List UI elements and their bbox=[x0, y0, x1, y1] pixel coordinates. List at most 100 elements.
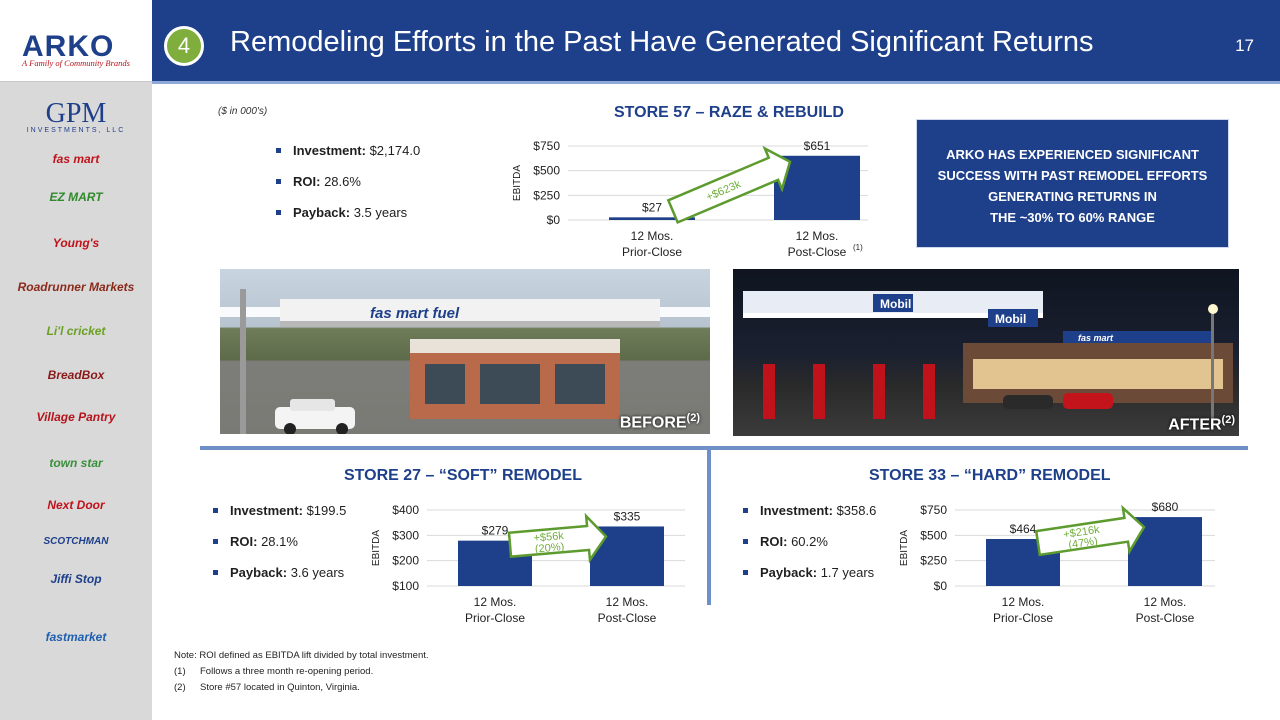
metric-value: 3.5 years bbox=[350, 205, 408, 220]
arko-logo-area: ARKO A Family of Community Brands bbox=[0, 0, 152, 82]
y-axis-label: EBITDA bbox=[371, 530, 382, 566]
brand-logo-fastmarket: fastmarket bbox=[45, 630, 107, 644]
store33-ebitda-chart: $0 $250 $500 $750 EBITDA $464 12 Mos. Prior-Clo… bbox=[899, 500, 1215, 625]
growth-arrow: +$216k(47%) bbox=[1034, 504, 1146, 557]
metric-value: 3.6 years bbox=[287, 565, 345, 580]
brand-logo-young-s: Young's bbox=[52, 236, 100, 250]
after-label-footnote: (2) bbox=[1221, 413, 1235, 426]
metric-label: ROI: bbox=[293, 174, 321, 189]
metric-value: 1.7 years bbox=[817, 565, 875, 580]
brand-logo-breadbox: BreadBox bbox=[47, 368, 105, 382]
footnote-1: (1) Follows a three month re-opening peri… bbox=[174, 664, 429, 680]
y-axis-label: EBITDA bbox=[899, 530, 910, 566]
bar-value-label: $651 bbox=[804, 139, 831, 153]
units-note: ($ in 000's) bbox=[218, 106, 268, 117]
metric-label: Investment: bbox=[760, 503, 833, 518]
metric-value: $358.6 bbox=[832, 503, 877, 518]
arko-logo: ARKO bbox=[22, 30, 115, 63]
footnote-text: Store #57 located in Quinton, Virginia. bbox=[200, 682, 360, 693]
x-tick-label-line2: Post-Close bbox=[1136, 611, 1195, 625]
gpm-logo: GPM bbox=[45, 98, 107, 129]
metric-label: Investment: bbox=[293, 143, 366, 158]
x-tick-label-line1: 12 Mos. bbox=[796, 229, 839, 243]
brand-logo-scotchman: SCOTCHMAN bbox=[43, 536, 109, 547]
callout-line: SUCCESS WITH PAST REMODEL EFFORTS bbox=[937, 168, 1208, 183]
store33-chart-title: STORE 33 – “HARD” REMODEL bbox=[869, 467, 1111, 484]
x-tick-label-line2: Prior-Close bbox=[465, 611, 525, 625]
bar bbox=[609, 217, 695, 220]
brand-rail: ARKO A Family of Community Brands GPM INV… bbox=[0, 0, 152, 720]
x-tick-label-line1: 12 Mos. bbox=[631, 229, 674, 243]
metric-label: Investment: bbox=[230, 503, 303, 518]
metric-roi: ROI: 28.6% bbox=[276, 174, 420, 189]
bar-value-label: $27 bbox=[642, 200, 662, 214]
gpm-logo-subtitle: INVESTMENTS, LLC bbox=[26, 127, 126, 134]
bar-value-label: $279 bbox=[482, 524, 509, 538]
section-number-badge: 4 bbox=[164, 26, 204, 66]
y-tick-label: $0 bbox=[934, 579, 948, 593]
x-tick-label-line2: Post-Close bbox=[788, 245, 847, 259]
metric-payback: Payback: 3.5 years bbox=[276, 205, 420, 220]
after-label-text: AFTER bbox=[1168, 416, 1222, 433]
brand-logo-fas-mart: fas mart bbox=[52, 152, 100, 166]
store27-metrics: Investment: $199.5 ROI: 28.1% Payback: 3… bbox=[213, 503, 346, 596]
metric-payback: Payback: 3.6 years bbox=[213, 565, 346, 580]
callout-line: ARKO HAS EXPERIENCED SIGNIFICANT bbox=[946, 147, 1199, 162]
footnote-index: (2) bbox=[174, 682, 186, 693]
metric-label: ROI: bbox=[230, 534, 258, 549]
after-photo: Mobil Mobil fas mart AFTER(2) bbox=[733, 269, 1239, 436]
bar-value-label: $680 bbox=[1152, 500, 1179, 514]
section-divider-horizontal bbox=[200, 446, 1248, 450]
x-tick-label-line1: 12 Mos. bbox=[1144, 595, 1187, 609]
store27-ebitda-chart: $100 $200 $300 $400 EBITDA $279 12 Mos. Prior-C… bbox=[371, 503, 685, 625]
y-tick-label: $300 bbox=[392, 528, 419, 542]
x-tick-footnote: (1) bbox=[853, 243, 863, 252]
brand-logo-village-pantry: Village Pantry bbox=[36, 410, 116, 424]
y-tick-label: $500 bbox=[920, 528, 947, 542]
callout-line: THE ~30% TO 60% RANGE bbox=[990, 210, 1155, 225]
brand-logo-roadrunner-markets: Roadrunner Markets bbox=[17, 280, 135, 294]
y-tick-label: $200 bbox=[392, 554, 419, 568]
brand-logo-town-star: town star bbox=[49, 456, 103, 470]
store57-ebitda-chart: $0 $250 $500 $750 EBITDA $27 12 Mos. Prior-Clos… bbox=[512, 139, 868, 259]
brand-logo-ez-mart: EZ MART bbox=[49, 190, 103, 204]
store33-metrics: Investment: $358.6 ROI: 60.2% Payback: 1… bbox=[743, 503, 876, 596]
before-photo-label: BEFORE(2) bbox=[620, 412, 700, 432]
callout-line: GENERATING RETURNS IN bbox=[988, 189, 1157, 204]
footnote-2: (2) Store #57 located in Quinton, Virgini… bbox=[174, 680, 429, 696]
store27-chart-title: STORE 27 – “SOFT” REMODEL bbox=[344, 467, 582, 484]
section-divider-vertical bbox=[707, 450, 711, 605]
arko-tagline: A Family of Community Brands bbox=[22, 58, 130, 68]
metric-value: $199.5 bbox=[302, 503, 347, 518]
footnotes: Note: ROI defined as EBITDA lift divided… bbox=[174, 648, 429, 696]
x-tick-label-line2: Prior-Close bbox=[622, 245, 682, 259]
before-canopy-sign: fas mart fuel bbox=[370, 305, 460, 322]
footnote-index: (1) bbox=[174, 666, 186, 677]
y-tick-label: $250 bbox=[533, 188, 560, 202]
metric-value: $2,174.0 bbox=[365, 143, 421, 158]
x-tick-label-line1: 12 Mos. bbox=[606, 595, 649, 609]
y-tick-label: $750 bbox=[920, 503, 947, 517]
bar-value-label: $335 bbox=[614, 509, 641, 523]
metric-label: Payback: bbox=[760, 565, 818, 580]
y-tick-label: $400 bbox=[392, 503, 419, 517]
after-canopy-sign-2: Mobil bbox=[995, 312, 1026, 326]
metric-value: 60.2% bbox=[787, 534, 828, 549]
bar-value-label: $464 bbox=[1010, 522, 1037, 536]
store57-metrics: Investment: $2,174.0 ROI: 28.6% Payback:… bbox=[276, 143, 420, 236]
growth-annotation: +$216k bbox=[1063, 524, 1101, 541]
after-photo-scene: Mobil Mobil fas mart bbox=[743, 291, 1233, 419]
metric-investment: Investment: $199.5 bbox=[213, 503, 346, 518]
growth-arrow-shape bbox=[507, 512, 608, 564]
brand-logo-jiffi-stop: Jiffi Stop bbox=[50, 572, 102, 586]
slide-title: Remodeling Efforts in the Past Have Gene… bbox=[230, 26, 1094, 58]
y-tick-label: $750 bbox=[533, 139, 560, 153]
y-tick-label: $250 bbox=[920, 554, 947, 568]
store57-chart-title: STORE 57 – RAZE & REBUILD bbox=[614, 104, 844, 121]
metric-roi: ROI: 60.2% bbox=[743, 534, 876, 549]
x-tick-label-line2: Post-Close bbox=[598, 611, 657, 625]
page-number: 17 bbox=[1235, 36, 1254, 55]
metric-investment: Investment: $358.6 bbox=[743, 503, 876, 518]
footnote-text: Follows a three month re-opening period. bbox=[200, 666, 374, 677]
y-tick-label: $0 bbox=[547, 213, 561, 227]
